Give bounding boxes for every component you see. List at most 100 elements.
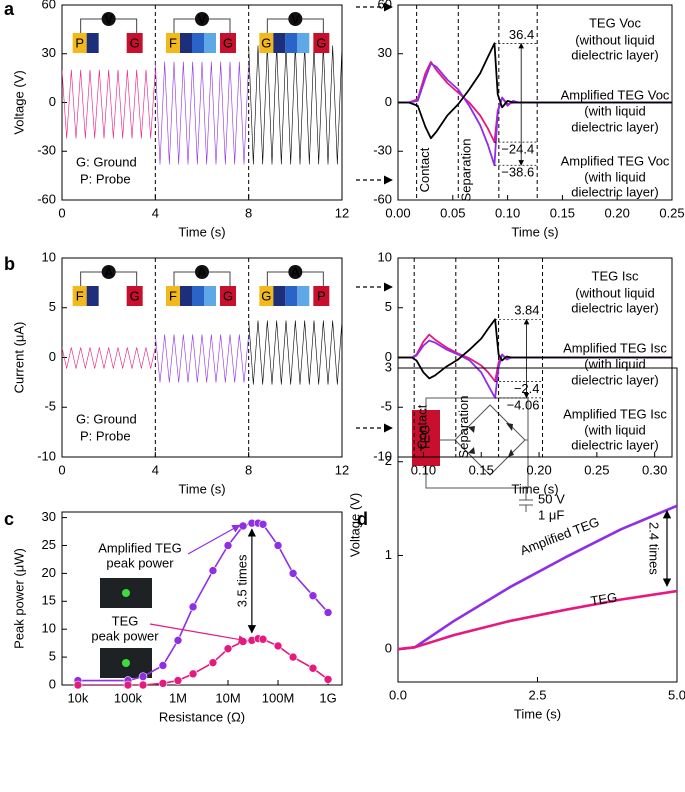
peak-label: 36.4: [509, 27, 534, 42]
legend-note: dielectric layer): [571, 300, 658, 315]
y-tick-label: 5: [385, 299, 392, 314]
electrode-label: F: [169, 288, 177, 303]
dielectric: [204, 33, 216, 53]
meter-label: A: [291, 264, 301, 279]
phase-label: Contact: [417, 147, 432, 192]
point: [173, 636, 183, 645]
y-tick-label: 0: [385, 641, 392, 656]
x-tick-label: 0.20: [605, 205, 630, 220]
x-tick-label: 100k: [114, 690, 143, 705]
y-tick-label: 0: [49, 94, 56, 109]
legend-note: dielectric layer): [571, 184, 658, 199]
y-axis-label: Current (μA): [11, 322, 26, 394]
annotation: G: Ground: [76, 154, 137, 169]
annotation: P: Probe: [80, 171, 131, 186]
electrode: [166, 33, 180, 53]
x-tick-label: 0.25: [659, 205, 684, 220]
x-tick-label: 0.30: [642, 462, 667, 477]
meter: [101, 12, 116, 26]
meter-label: V: [104, 11, 113, 26]
y-tick-label: 60: [42, 0, 56, 11]
point: [158, 679, 168, 688]
y-tick-label: 30: [42, 45, 56, 60]
meter-label: A: [197, 264, 207, 279]
y-tick-label: 15: [42, 593, 56, 608]
dielectric: [297, 33, 310, 53]
meter-label: A: [104, 264, 114, 279]
y-tick-label: -10: [373, 448, 392, 463]
point: [323, 608, 333, 617]
y-tick-label: 10: [378, 249, 392, 264]
x-tick-label: 4: [152, 462, 159, 477]
panel-letter: d: [357, 509, 368, 529]
electrode-label: P: [75, 35, 84, 50]
zoom-arrows: [356, 2, 393, 433]
meter: [288, 265, 303, 279]
series-line: [398, 42, 672, 140]
x-tick-label: 0.15: [550, 205, 575, 220]
electrode-label: P: [317, 288, 326, 303]
point: [138, 672, 148, 681]
point: [258, 519, 268, 529]
point: [308, 591, 318, 601]
x-tick-label: 12: [335, 462, 349, 477]
dielectric: [192, 33, 204, 53]
legend-note: dielectric layer): [571, 437, 658, 452]
series-label: peak power: [91, 628, 159, 643]
electrode-label: F: [76, 288, 84, 303]
y-tick-label: 20: [42, 565, 56, 580]
x-tick-label: 4: [152, 205, 159, 220]
y-tick-label: 30: [42, 509, 56, 524]
point: [288, 569, 298, 578]
peak-label: −38.6: [501, 165, 534, 180]
annotation: G: Ground: [76, 411, 137, 426]
series-label: Amplified TEG: [98, 540, 182, 555]
panel-letter: a: [4, 0, 15, 19]
series-label: TEG: [589, 589, 618, 608]
legend-note: (without liquid: [575, 32, 655, 47]
x-tick-label: 8: [245, 462, 252, 477]
series-line: [248, 320, 342, 385]
x-tick-label: 0.05: [440, 205, 465, 220]
legend-label: Amplified TEG Voc: [561, 87, 670, 102]
point: [173, 676, 183, 685]
photo-insets: [100, 578, 152, 678]
y-tick-label: 10: [42, 249, 56, 264]
x-axis-label: Time (s): [511, 481, 558, 496]
dielectric: [86, 286, 99, 306]
panel-letter: c: [4, 509, 14, 529]
electrode-label: G: [261, 35, 271, 50]
x-tick-label: 0: [58, 205, 65, 220]
electrode: [126, 286, 143, 306]
phase-label: Separation: [459, 139, 474, 202]
y-tick-label: 2: [385, 453, 392, 468]
point: [273, 641, 283, 651]
legend-note: (with liquid: [584, 422, 645, 437]
x-tick-label: 10M: [215, 690, 240, 705]
point: [138, 680, 148, 690]
legend-note: (without liquid: [575, 285, 655, 300]
x-axis-label: Time (s): [178, 224, 225, 239]
capacitor-label: 1 μF: [538, 507, 564, 522]
series-line: [398, 504, 677, 651]
y-tick-label: 0: [385, 349, 392, 364]
electrode-label: G: [261, 288, 271, 303]
y-tick-label: 30: [378, 45, 392, 60]
x-tick-label: 0.00: [385, 205, 410, 220]
dielectric: [180, 33, 192, 53]
point: [308, 663, 318, 673]
legend-note: dielectric layer): [571, 119, 658, 134]
x-tick-label: 10k: [67, 690, 88, 705]
y-tick-label: 60: [378, 0, 392, 11]
x-tick-label: 0.15: [469, 462, 494, 477]
legend-label: Amplified TEG Voc: [561, 153, 670, 168]
series-label: TEG: [112, 613, 139, 628]
dielectric: [192, 286, 204, 306]
y-tick-label: -60: [373, 191, 392, 206]
label-arrow: [187, 524, 241, 555]
x-axis-label: Time (s): [514, 706, 561, 721]
x-tick-label: 0: [58, 462, 65, 477]
electrode: [259, 286, 274, 306]
x-tick-label: 2.5: [528, 687, 546, 702]
